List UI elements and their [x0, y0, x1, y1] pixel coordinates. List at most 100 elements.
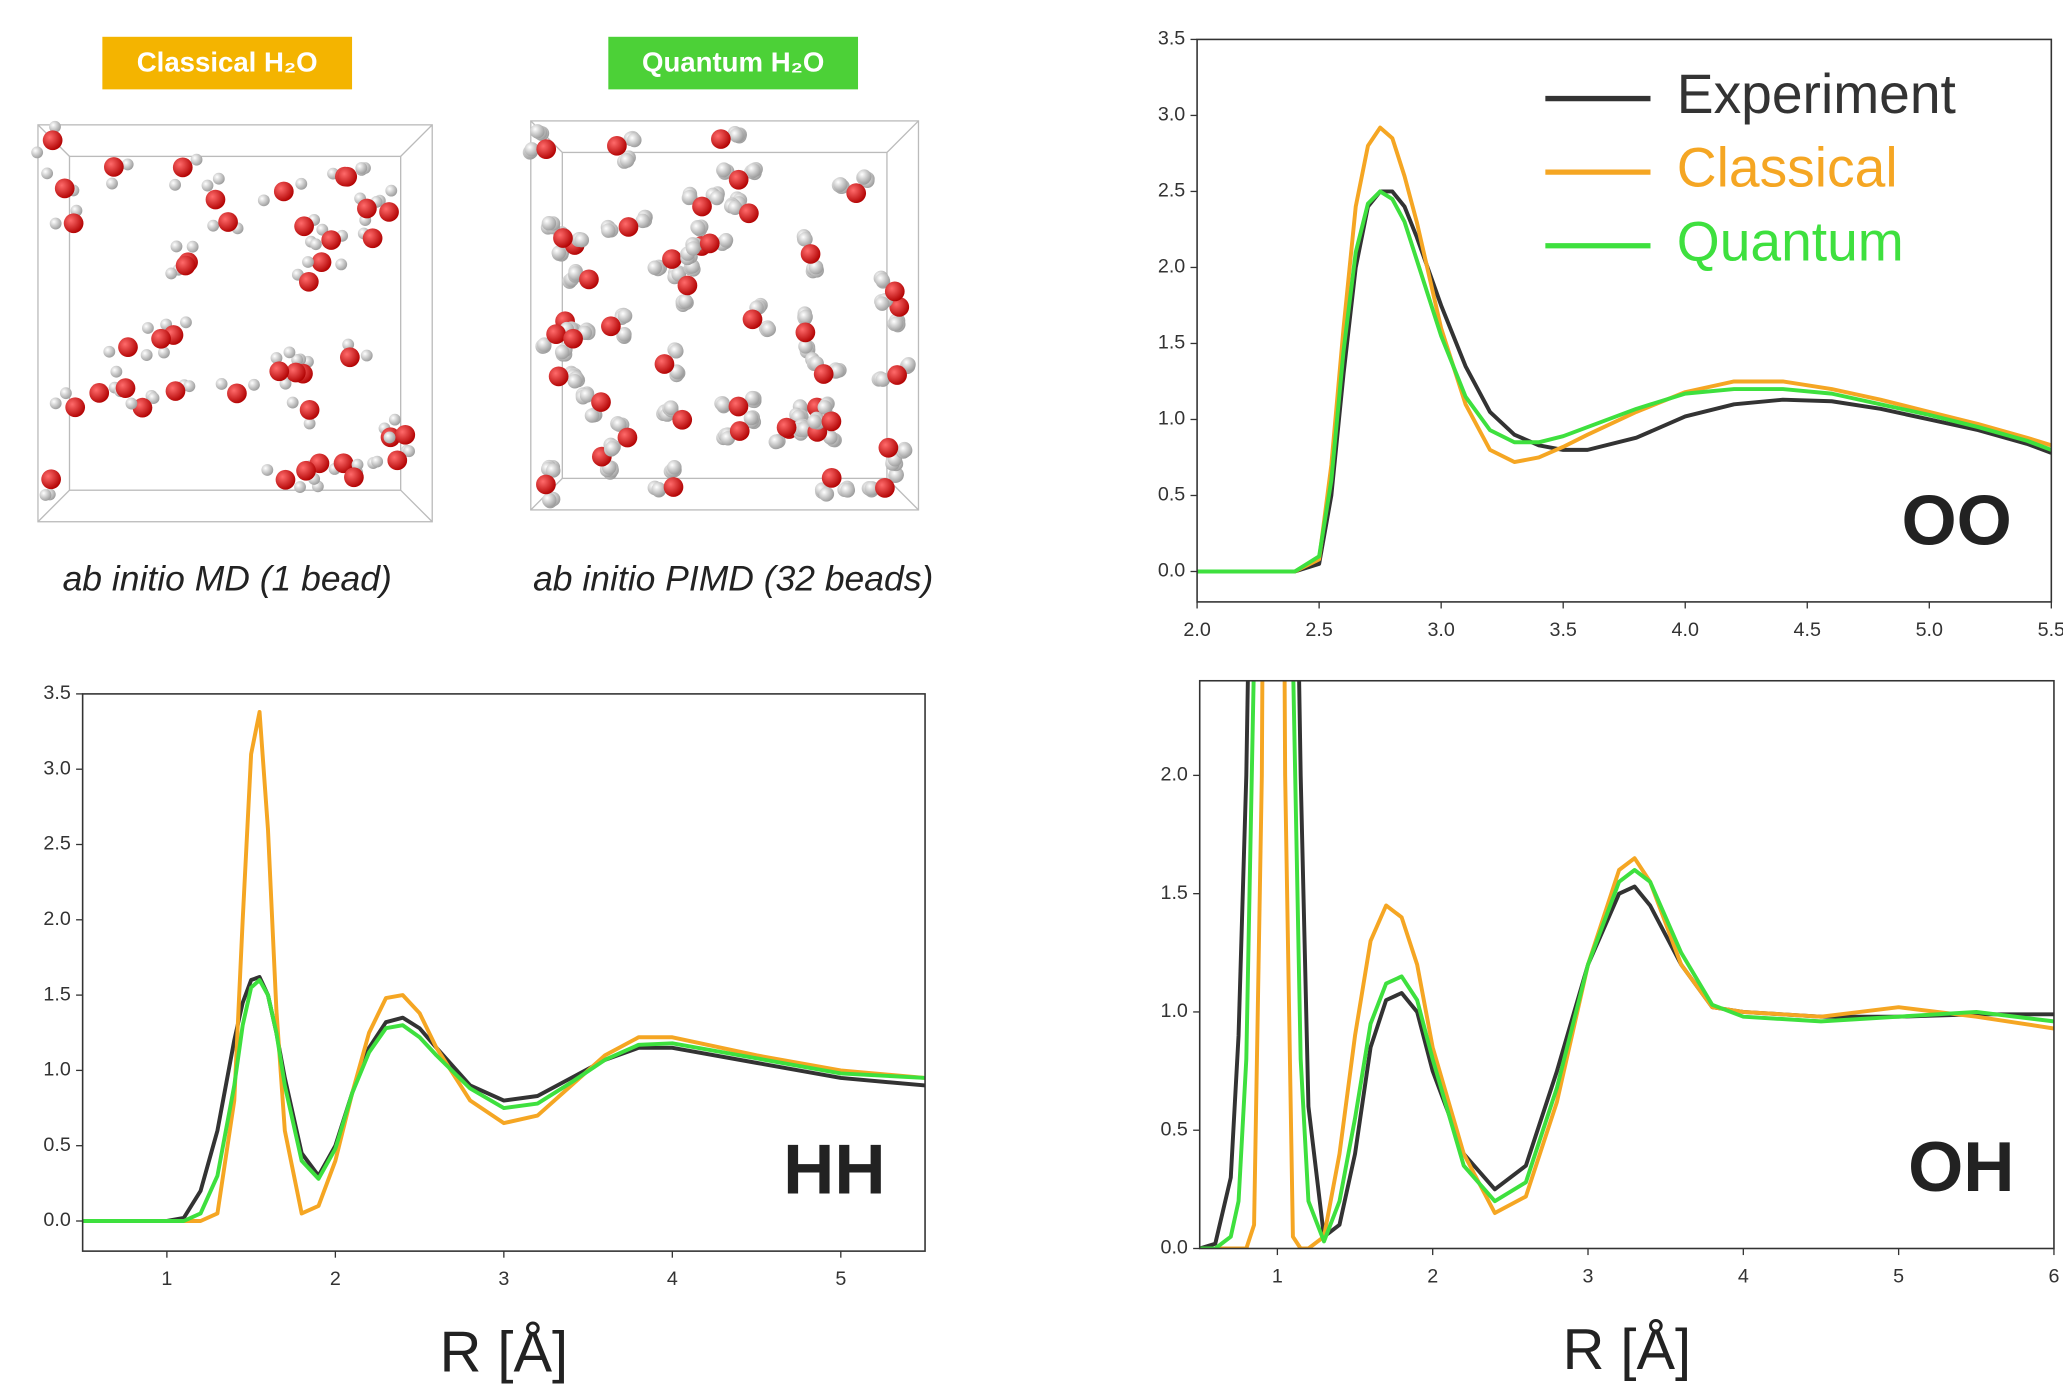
oxygen-atom [340, 347, 360, 367]
figure: Classical H₂Oab initio MD (1 bead)Quantu… [0, 0, 2063, 1397]
oxygen-atom [664, 477, 684, 497]
oxygen-atom [796, 322, 816, 342]
y-tick-label: 2.0 [1160, 764, 1187, 786]
x-tick-label: 5.0 [1916, 619, 1943, 641]
legend-label: Quantum [1677, 210, 1904, 272]
y-tick-label: 1.0 [43, 1059, 70, 1081]
hydrogen-atom [678, 294, 692, 308]
hydrogen-atom [717, 162, 731, 176]
hydrogen-atom [171, 241, 183, 253]
hydrogen-atom [207, 220, 219, 232]
hydrogen-atom [555, 345, 569, 359]
hydrogen-atom [371, 456, 383, 468]
x-tick-label: 2 [330, 1268, 341, 1290]
x-tick-label: 3.0 [1427, 619, 1454, 641]
oxygen-atom [618, 428, 638, 448]
y-tick-label: 2.5 [43, 833, 70, 855]
oxygen-atom [65, 397, 85, 417]
hydrogen-atom [180, 316, 192, 328]
simulation-caption: ab initio MD (1 bead) [63, 558, 392, 598]
y-tick-label: 3.5 [43, 682, 70, 704]
hydrogen-atom [762, 322, 776, 336]
oxygen-atom [846, 183, 866, 203]
x-tick-label: 4 [1738, 1266, 1749, 1288]
oxygen-atom [166, 381, 186, 401]
hydrogen-atom [384, 432, 396, 444]
hydrogen-atom [261, 464, 273, 476]
oxygen-atom [711, 129, 731, 149]
oxygen-atom [739, 203, 759, 223]
x-tick-label: 6 [2048, 1266, 2059, 1288]
oxygen-atom [387, 450, 407, 470]
oxygen-atom [692, 197, 712, 217]
hydrogen-atom [857, 169, 871, 183]
y-tick-label: 1.5 [43, 983, 70, 1005]
oxygen-atom [885, 282, 905, 302]
oxygen-atom [655, 354, 675, 374]
box-edge [887, 121, 919, 153]
oxygen-atom [104, 157, 124, 177]
x-axis-label: R [Å] [1563, 1318, 1692, 1382]
hydrogen-atom [50, 397, 62, 409]
oxygen-atom [777, 418, 797, 438]
legend-label: Experiment [1677, 63, 1956, 125]
hydrogen-atom [216, 378, 228, 390]
hydrogen-atom [187, 241, 199, 253]
y-tick-label: 1.5 [1158, 332, 1185, 354]
hydrogen-atom [798, 310, 812, 324]
hydrogen-atom [652, 482, 666, 496]
hydrogen-atom [287, 397, 299, 409]
hydrogen-atom [686, 241, 700, 255]
x-tick-label: 3 [1583, 1266, 1594, 1288]
oxygen-atom [822, 412, 842, 432]
y-tick-label: 0.0 [1160, 1237, 1187, 1259]
hydrogen-atom [667, 460, 681, 474]
x-tick-label: 5.5 [2038, 619, 2063, 641]
x-axis-label: R [Å] [440, 1321, 568, 1385]
hydrogen-atom [191, 154, 203, 166]
hydrogen-atom [710, 191, 724, 205]
panel-label: OH [1908, 1128, 2014, 1207]
oxygen-atom [89, 383, 109, 403]
y-tick-label: 2.0 [1158, 256, 1185, 278]
oxygen-atom [312, 252, 332, 272]
hydrogen-atom [284, 346, 296, 358]
hydrogen-atom [648, 260, 662, 274]
water-box [523, 121, 919, 510]
oxygen-atom [801, 244, 821, 264]
hydrogen-atom [31, 146, 43, 158]
box-edge [401, 125, 433, 157]
hydrogen-atom [889, 316, 903, 330]
oxygen-atom [55, 179, 75, 199]
hydrogen-atom [60, 387, 72, 399]
oxygen-atom [729, 170, 749, 190]
hydrogen-atom [729, 128, 743, 142]
y-tick-label: 3.5 [1158, 28, 1185, 50]
y-tick-label: 0.0 [1158, 560, 1185, 582]
oxygen-atom [619, 217, 639, 237]
oxygen-atom [395, 425, 415, 445]
oxygen-atom [879, 438, 899, 458]
oxygen-atom [536, 139, 556, 159]
oxygen-atom [296, 461, 316, 481]
oxygen-atom [276, 470, 296, 490]
oxygen-atom [563, 329, 583, 349]
x-tick-label: 5 [1893, 1266, 1904, 1288]
hydrogen-atom [746, 163, 760, 177]
hydrogen-atom [575, 233, 589, 247]
hydrogen-atom [165, 268, 177, 280]
oxygen-atom [591, 392, 611, 412]
hydrogen-atom [819, 487, 833, 501]
hydrogen-atom [125, 398, 137, 410]
hydrogen-atom [601, 223, 615, 237]
hydrogen-atom [258, 194, 270, 206]
hydrogen-atom [248, 379, 260, 391]
x-tick-label: 4.0 [1672, 619, 1699, 641]
oxygen-atom [822, 468, 842, 488]
hydrogen-atom [103, 346, 115, 358]
water-box [31, 121, 432, 522]
x-tick-label: 2 [1427, 1266, 1438, 1288]
oxygen-atom [363, 228, 383, 248]
legend-label: Classical [1677, 137, 1898, 199]
oxygen-atom [549, 366, 569, 386]
